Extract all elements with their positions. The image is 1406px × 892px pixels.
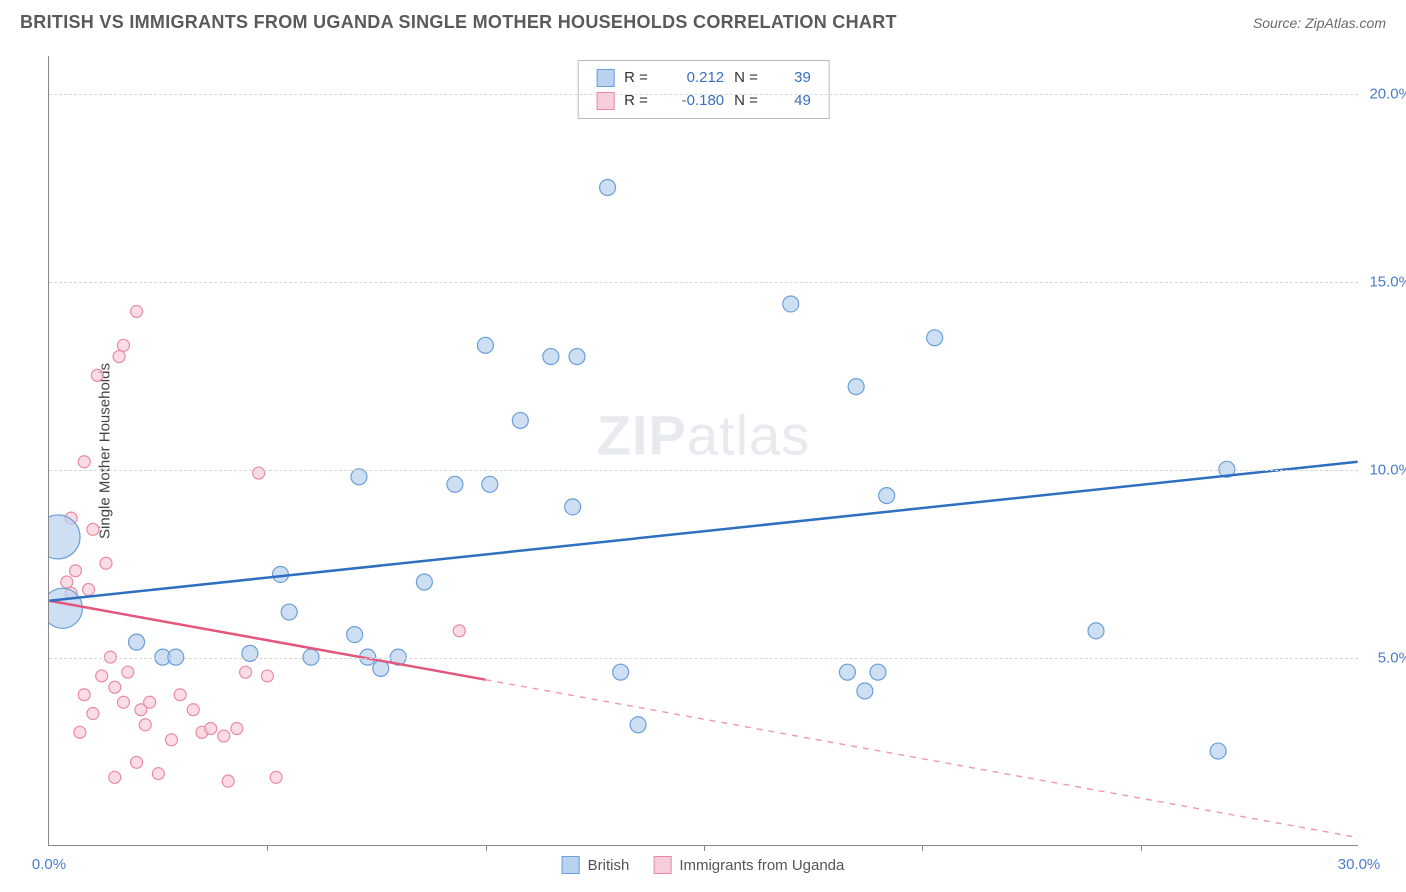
legend-swatch-british	[562, 856, 580, 874]
chart-svg	[49, 56, 1358, 845]
chart-container: Single Mother Households ZIPatlas R = 0.…	[48, 56, 1358, 846]
y-tick-label: 15.0%	[1369, 273, 1406, 290]
legend-item-uganda: Immigrants from Uganda	[653, 856, 844, 874]
gridline	[49, 658, 1358, 659]
x-tick-label: 0.0%	[32, 856, 66, 873]
gridline	[49, 282, 1358, 283]
legend-swatch-uganda	[653, 856, 671, 874]
x-tick	[486, 845, 487, 851]
stats-box: R = 0.212 N = 39 R = -0.180 N = 49	[577, 60, 830, 119]
y-tick-label: 20.0%	[1369, 85, 1406, 102]
gridline	[49, 94, 1358, 95]
x-tick	[1141, 845, 1142, 851]
gridline	[49, 470, 1358, 471]
y-tick-label: 10.0%	[1369, 461, 1406, 478]
watermark: ZIPatlas	[597, 402, 810, 467]
x-tick-label: 30.0%	[1338, 856, 1381, 873]
chart-title: BRITISH VS IMMIGRANTS FROM UGANDA SINGLE…	[20, 12, 897, 33]
source-attribution: Source: ZipAtlas.com	[1253, 15, 1386, 31]
stats-row-british: R = 0.212 N = 39	[596, 67, 811, 90]
legend: British Immigrants from Uganda	[562, 856, 845, 874]
y-tick-label: 5.0%	[1378, 649, 1406, 666]
x-tick	[704, 845, 705, 851]
legend-item-british: British	[562, 856, 630, 874]
y-axis-label: Single Mother Households	[96, 363, 113, 539]
x-tick	[267, 845, 268, 851]
swatch-british	[596, 69, 614, 87]
x-tick	[922, 845, 923, 851]
plot-area: Single Mother Households ZIPatlas R = 0.…	[48, 56, 1358, 846]
